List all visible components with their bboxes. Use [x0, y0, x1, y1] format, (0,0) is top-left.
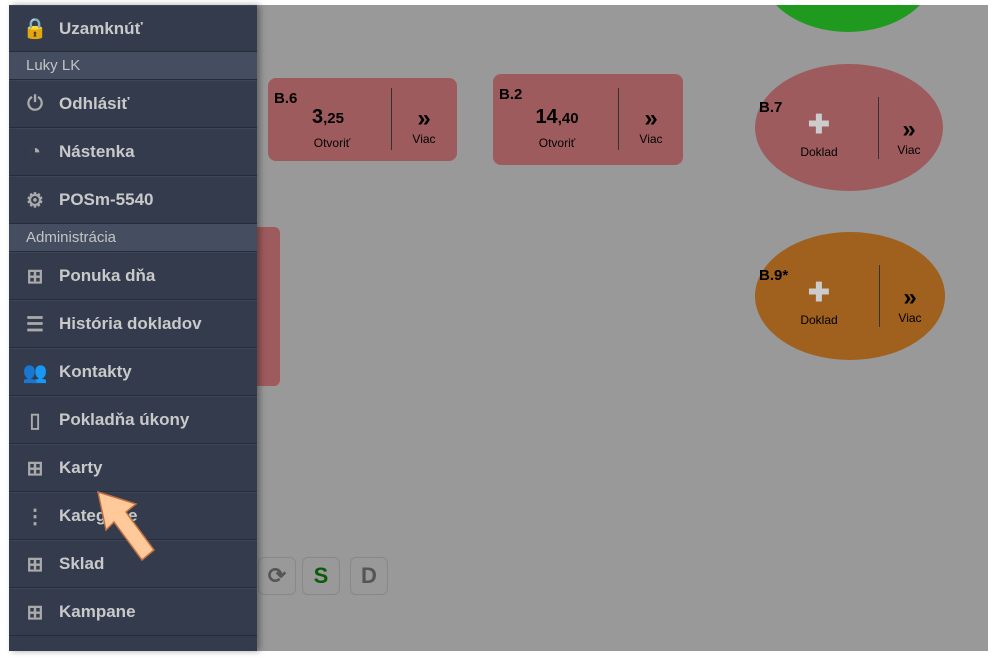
power-icon: ⏻ — [27, 92, 43, 115]
table-map: B.6 3,25 Otvoriť » Viac B.2 14,40 Otvoriť… — [257, 5, 988, 651]
sidebar-item-karty[interactable]: ⊞ Karty — [9, 444, 257, 492]
more-button[interactable]: » Viac — [639, 105, 663, 147]
sidebar-item-kampane[interactable]: ⊞ Kampane — [9, 588, 257, 636]
sidebar-item-odhlásiť[interactable]: ⏻ Odhlásiť — [9, 80, 257, 128]
sidebar-item-história-dokladov[interactable]: ☰ História dokladov — [9, 300, 257, 348]
boxes-icon: ⊞ — [26, 601, 44, 624]
gear-icon: ⚙ — [26, 189, 44, 212]
sidebar-item-posm-5540[interactable]: ⚙ POSm-5540 — [9, 176, 257, 224]
plus-icon: ✚ — [808, 277, 830, 307]
sidebar-item-ponuka-dňa[interactable]: ⊞ Ponuka dňa — [9, 252, 257, 300]
sidebar-item-kontakty[interactable]: 👥 Kontakty — [9, 348, 257, 396]
new-receipt-button[interactable]: Doklad — [800, 313, 838, 327]
table-green[interactable] — [760, 5, 936, 32]
open-button[interactable]: Otvoriť — [538, 136, 576, 150]
table-b6[interactable]: B.6 3,25 Otvoriť » Viac — [268, 78, 457, 161]
more-button[interactable]: » Viac — [898, 284, 922, 326]
d-button[interactable]: D — [350, 557, 388, 595]
list-icon: ☰ — [26, 313, 44, 336]
new-receipt-button[interactable]: Doklad — [800, 145, 838, 159]
sidebar-item-nástenka[interactable]: ◔ Nástenka — [9, 128, 257, 176]
more-button[interactable]: » Viac — [897, 116, 921, 158]
s-button[interactable]: S — [302, 557, 340, 595]
boxes-icon: ⊞ — [26, 457, 44, 480]
lock-icon: 🔒 — [22, 18, 48, 40]
refresh-icon: ⟳ — [267, 563, 287, 588]
admin-header: Administrácia — [9, 224, 257, 252]
bars-icon: ▯ — [29, 409, 41, 432]
table-b7[interactable]: B.7 ✚ Doklad » Viac — [755, 64, 943, 191]
user-header: Luky LK — [9, 52, 257, 80]
table-partial[interactable] — [257, 227, 280, 386]
dashboard-icon: ◔ — [28, 140, 42, 163]
sidebar-item-lock[interactable]: 🔒 Uzamknúť — [9, 5, 257, 52]
boxes-star-icon: ⊞ — [26, 265, 44, 288]
sidebar-item-pokladňa-úkony[interactable]: ▯ Pokladňa úkony — [9, 396, 257, 444]
open-button[interactable]: Otvoriť — [313, 136, 351, 150]
more-button[interactable]: » Viac — [412, 105, 436, 147]
tree-icon: ⋮ — [25, 505, 45, 528]
plus-icon: ✚ — [808, 109, 830, 139]
table-b9[interactable]: B.9* ✚ Doklad » Viac — [755, 232, 945, 360]
refresh-button[interactable]: ⟳ — [258, 557, 296, 595]
boxes-icon: ⊞ — [26, 553, 44, 576]
table-b2[interactable]: B.2 14,40 Otvoriť » Viac — [493, 74, 683, 165]
users-icon: 👥 — [22, 361, 48, 384]
